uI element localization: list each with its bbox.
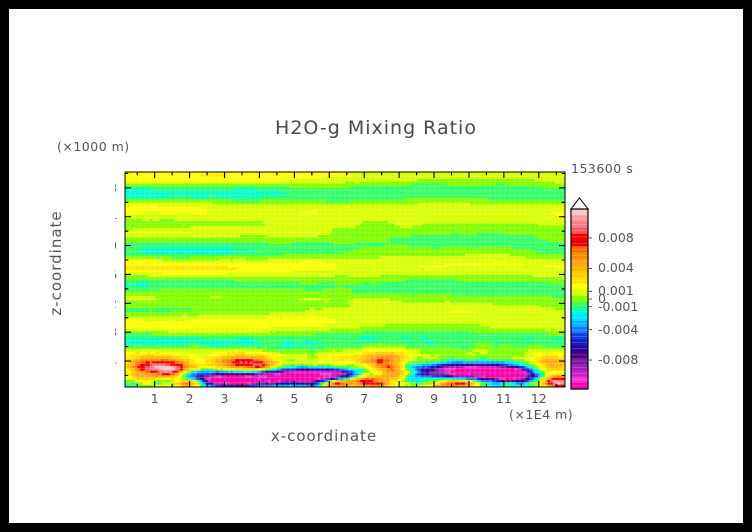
colorbar-band bbox=[571, 308, 588, 315]
y-axis-tick-label: 28 bbox=[115, 180, 117, 195]
x-axis-tick-label: 11 bbox=[496, 391, 512, 403]
colorbar-band bbox=[571, 295, 588, 303]
y-axis-unit-label: (×1000 m) bbox=[57, 139, 130, 154]
x-axis-tick-label: 12 bbox=[531, 391, 547, 403]
colorbar-tick-label: 0.001 bbox=[598, 283, 634, 299]
colorbar-band bbox=[571, 345, 588, 353]
colorbar-band bbox=[571, 339, 588, 346]
colorbar-band bbox=[571, 382, 588, 390]
colorbar-band bbox=[571, 364, 588, 371]
y-axis-tick-label: 8 bbox=[115, 325, 117, 340]
colorbar-svg[interactable] bbox=[565, 195, 595, 395]
y-axis-tick-label: 4 bbox=[115, 354, 117, 369]
y-axis-title: z-coordinate bbox=[47, 210, 65, 316]
colorbar-band bbox=[571, 326, 588, 334]
colorbar-band bbox=[571, 283, 588, 291]
x-axis-tick-label: 7 bbox=[360, 391, 368, 403]
colorbar-band bbox=[571, 351, 588, 359]
colorbar-band bbox=[571, 221, 588, 229]
page-title: H2O-g Mixing Ratio bbox=[275, 117, 477, 139]
colorbar-band bbox=[571, 277, 588, 284]
colorbar-band bbox=[571, 246, 588, 253]
x-axis-tick-label: 2 bbox=[186, 391, 194, 403]
colorbar-band bbox=[571, 289, 588, 297]
colorbar-tick-label: -0.004 bbox=[598, 321, 639, 337]
x-axis-tick-label: 8 bbox=[395, 391, 403, 403]
y-axis-tick-label: 24 bbox=[115, 209, 117, 224]
colorbar-band bbox=[571, 357, 588, 365]
x-axis-tick-label: 10 bbox=[461, 391, 477, 403]
y-axis-tick-label: 16 bbox=[115, 267, 117, 282]
contour-plot[interactable]: 123456789101112481216202428 bbox=[101, 163, 575, 407]
contour-plot-svg[interactable]: 123456789101112481216202428 bbox=[101, 163, 575, 406]
colorbar-band bbox=[571, 252, 588, 260]
x-axis-tick-label: 3 bbox=[221, 391, 229, 403]
x-axis-tick-label: 9 bbox=[430, 391, 438, 403]
colorbar-tick-label: 0.004 bbox=[598, 260, 634, 276]
colorbar-band bbox=[571, 271, 588, 278]
x-axis-title: x-coordinate bbox=[270, 427, 378, 445]
colorbar-band bbox=[571, 333, 588, 340]
colorbar-band bbox=[571, 302, 588, 309]
colorbar-tick-label: 0 bbox=[598, 291, 606, 306]
colorbar-band bbox=[571, 258, 588, 266]
colorbar-band bbox=[571, 314, 588, 322]
colorbar-band bbox=[571, 209, 588, 216]
figure-canvas: H2O-g Mixing Ratio (×1000 m) z-coordinat… bbox=[9, 9, 743, 523]
colorbar-tick-label: 0.008 bbox=[598, 229, 634, 245]
x-axis-tick-label: 5 bbox=[290, 391, 298, 403]
colorbar-tick-label: -0.008 bbox=[598, 352, 639, 368]
colorbar-band bbox=[571, 320, 588, 328]
colorbar-band bbox=[571, 264, 588, 272]
y-axis-tick-label: 20 bbox=[115, 238, 117, 253]
colorbar-band bbox=[571, 233, 588, 241]
y-axis-tick-label: 12 bbox=[115, 296, 117, 311]
colorbar-overflow-arrow bbox=[569, 197, 590, 210]
colorbar-band bbox=[571, 227, 588, 235]
colorbar-band bbox=[571, 215, 588, 222]
colorbar-band bbox=[571, 240, 588, 247]
colorbar-band bbox=[571, 376, 588, 384]
x-axis-tick-label: 4 bbox=[255, 391, 263, 403]
colorbar-tick-label: -0.001 bbox=[598, 298, 639, 314]
colorbar[interactable]: 0.008 0.004 0.001 0 -0.001 -0.004 -0.008 bbox=[565, 195, 638, 399]
x-axis-unit-label: (×1E4 m) bbox=[509, 407, 574, 422]
x-axis-tick-label: 6 bbox=[325, 391, 333, 403]
timestamp-annotation: 153600 s bbox=[571, 161, 634, 176]
x-axis-tick-label: 1 bbox=[151, 391, 159, 403]
colorbar-band bbox=[571, 370, 588, 377]
